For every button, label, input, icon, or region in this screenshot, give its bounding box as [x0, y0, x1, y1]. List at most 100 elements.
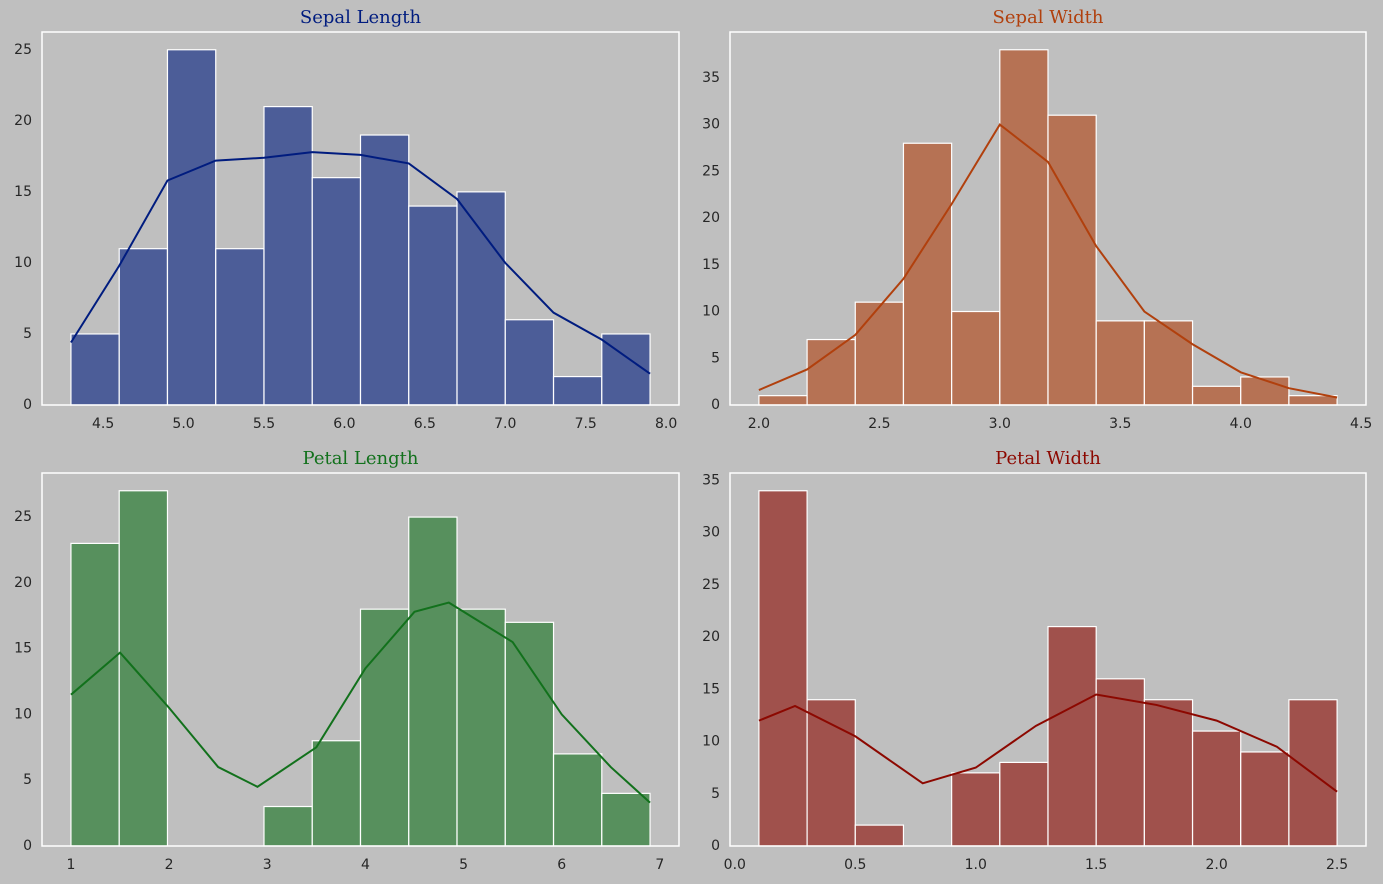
x-tick-label: 2.5 — [1326, 857, 1348, 873]
y-tick-label: 25 — [14, 42, 32, 58]
axes-frame — [729, 31, 1367, 406]
histogram-bar — [1240, 751, 1290, 847]
y-tick-label: 35 — [702, 70, 720, 86]
x-tick-label: 2.0 — [748, 416, 770, 432]
x-tick-label: 0.0 — [724, 857, 746, 873]
y-tick-label: 5 — [23, 772, 32, 788]
histogram-bar — [359, 134, 410, 406]
histogram-bar — [408, 205, 458, 406]
x-tick-label: 3 — [263, 857, 272, 873]
histogram-bar — [806, 338, 856, 406]
x-tick-label: 6.5 — [414, 416, 436, 432]
histogram-bar — [1095, 320, 1145, 406]
y-tick-label: 35 — [702, 472, 720, 488]
y-tick-label: 25 — [14, 509, 32, 525]
histogram-bar — [552, 375, 603, 406]
y-tick-label: 10 — [14, 706, 32, 722]
histogram-bar — [601, 792, 651, 847]
histogram-bar — [215, 248, 265, 406]
x-tick-label: 2.5 — [868, 416, 890, 432]
x-tick-label: 2 — [165, 857, 174, 873]
x-tick-label: 5.5 — [253, 416, 275, 432]
histogram-bar — [408, 516, 458, 847]
axes-frame — [41, 472, 680, 847]
y-tick-label: 5 — [23, 326, 32, 342]
y-tick-label: 30 — [702, 525, 720, 541]
histogram-bar — [166, 49, 217, 406]
histogram-bar — [951, 310, 1001, 406]
y-tick-label: 15 — [702, 681, 720, 697]
y-tick-label: 25 — [702, 163, 720, 179]
y-tick-label: 5 — [711, 786, 720, 802]
chart-title: Sepal Length — [300, 7, 422, 28]
histogram-bar — [902, 142, 953, 406]
histogram-bar — [552, 753, 603, 847]
histogram-bar — [854, 824, 905, 847]
x-tick-label: 7.5 — [575, 416, 597, 432]
histogram-bar — [456, 608, 506, 847]
histogram-bar — [758, 490, 808, 847]
x-tick-label: 0.5 — [844, 857, 866, 873]
y-tick-label: 20 — [702, 629, 720, 645]
kde-line — [70, 151, 651, 375]
histogram-bar — [806, 699, 856, 847]
histogram-bar — [1047, 625, 1097, 847]
y-tick-label: 20 — [702, 210, 720, 226]
x-tick-label: 1.0 — [965, 857, 987, 873]
histogram-bar — [758, 395, 808, 406]
y-tick-label: 0 — [23, 397, 32, 413]
histogram-bar — [854, 301, 905, 406]
x-tick-label: 1 — [66, 857, 75, 873]
histogram-bar — [1191, 385, 1242, 406]
chart-title: Petal Width — [995, 448, 1101, 469]
y-tick-label: 20 — [14, 575, 32, 591]
y-tick-label: 30 — [702, 117, 720, 133]
histogram-bar — [118, 248, 169, 406]
histogram-bar — [70, 542, 120, 847]
histogram-bar — [999, 761, 1049, 847]
y-tick-label: 0 — [711, 838, 720, 854]
x-tick-label: 4.5 — [1350, 416, 1372, 432]
histogram-bar — [999, 49, 1049, 406]
x-tick-label: 5 — [459, 857, 468, 873]
histogram-bar — [263, 105, 313, 406]
x-tick-label: 4 — [361, 857, 370, 873]
y-tick-label: 0 — [23, 838, 32, 854]
histogram-bar — [263, 805, 313, 847]
histogram-bar — [1143, 699, 1194, 847]
kde-line — [70, 601, 651, 804]
x-tick-label: 5.0 — [172, 416, 194, 432]
y-tick-label: 10 — [702, 734, 720, 750]
histogram-bar — [456, 191, 506, 406]
x-tick-label: 8.0 — [655, 416, 677, 432]
histogram-bar — [118, 490, 169, 847]
x-tick-label: 2.0 — [1206, 857, 1228, 873]
axes-frame — [729, 472, 1367, 847]
x-tick-label: 7.0 — [494, 416, 516, 432]
x-tick-label: 7 — [655, 857, 664, 873]
chart-title: Petal Length — [303, 448, 419, 469]
histogram-bar — [1047, 114, 1097, 406]
y-tick-label: 15 — [14, 641, 32, 657]
x-tick-label: 4.5 — [92, 416, 114, 432]
histogram-bar — [359, 608, 410, 847]
histogram-bar — [504, 621, 555, 847]
histogram-bar — [1095, 678, 1145, 847]
axes-frame — [41, 31, 680, 406]
x-tick-label: 3.5 — [1109, 416, 1131, 432]
chart-title: Sepal Width — [992, 7, 1103, 28]
x-tick-label: 4.0 — [1230, 416, 1252, 432]
y-tick-label: 25 — [702, 577, 720, 593]
histogram-bar — [951, 772, 1001, 847]
x-tick-label: 6.0 — [333, 416, 355, 432]
kde-line — [758, 693, 1338, 793]
y-tick-label: 15 — [14, 184, 32, 200]
histogram-bar — [1143, 320, 1194, 406]
x-tick-label: 3.0 — [989, 416, 1011, 432]
y-tick-label: 0 — [711, 397, 720, 413]
histogram-bar — [70, 333, 120, 406]
histogram-bar — [311, 740, 362, 847]
y-tick-label: 15 — [702, 257, 720, 273]
histogram-bar — [1191, 730, 1242, 847]
